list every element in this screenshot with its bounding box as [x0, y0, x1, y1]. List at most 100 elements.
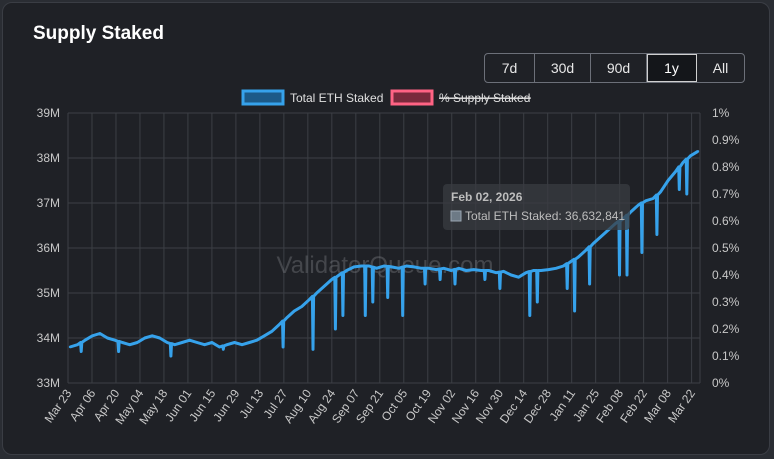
tooltip-swatch: [450, 210, 462, 222]
data-point: [592, 242, 595, 245]
data-point: [337, 273, 341, 277]
data-point: [696, 150, 700, 153]
y-tick-right: 0.7%: [712, 187, 740, 201]
data-point: [450, 269, 453, 272]
data-point: [83, 339, 87, 342]
data-point: [502, 270, 505, 273]
y-tick-left: 39M: [37, 106, 60, 120]
data-point: [681, 161, 685, 164]
data-point: [457, 267, 460, 270]
tooltip-date: Feb 02, 2026: [451, 190, 523, 204]
data-point: [532, 269, 535, 272]
data-point: [285, 316, 288, 319]
data-point: [323, 285, 326, 288]
data-point: [240, 343, 244, 346]
data-point: [494, 271, 498, 274]
y-tick-right: 0.8%: [712, 160, 740, 174]
data-point: [487, 269, 490, 272]
data-point: [136, 341, 139, 344]
data-point: [465, 269, 468, 272]
range-30d-button[interactable]: 30d: [535, 54, 591, 82]
data-point: [180, 341, 184, 344]
tooltip-box: [443, 184, 630, 230]
data-point: [517, 276, 520, 279]
range-selector: 7d 30d 90d 1y All: [484, 53, 745, 83]
data-point: [121, 341, 124, 344]
data-point: [166, 341, 169, 344]
data-point: [293, 309, 296, 313]
data-point: [420, 267, 423, 270]
y-tick-left: 38M: [37, 151, 60, 165]
y-tick-left: 35M: [37, 286, 60, 300]
data-point: [472, 268, 475, 271]
y-tick-right: 0.2%: [712, 322, 740, 336]
data-point: [248, 341, 251, 344]
data-point: [562, 264, 565, 268]
data-point: [345, 269, 348, 272]
data-point: [390, 265, 393, 269]
data-point: [674, 170, 677, 173]
data-point: [666, 179, 670, 182]
y-tick-left: 33M: [37, 376, 60, 390]
y-tick-right: 0.1%: [712, 349, 740, 363]
data-point: [584, 249, 588, 252]
tooltip-value: Total ETH Staked: 36,632,841: [465, 209, 625, 223]
x-tick-label: Jun 29: [210, 386, 242, 424]
y-tick-right: 0.6%: [712, 214, 740, 228]
data-point: [203, 343, 206, 346]
range-all-button[interactable]: All: [712, 60, 729, 76]
y-tick-left: 37M: [37, 196, 60, 210]
y-tick-right: 1%: [712, 106, 730, 120]
data-point: [629, 210, 632, 214]
x-tick-label: Jul 13: [236, 386, 266, 421]
data-point: [599, 235, 602, 238]
range-1y-button[interactable]: 1y: [647, 54, 697, 82]
data-point: [143, 336, 146, 340]
data-point: [427, 267, 431, 270]
y-tick-left: 36M: [37, 241, 60, 255]
legend-swatch-eth[interactable]: [241, 89, 285, 106]
y-tick-right: 0.3%: [712, 295, 740, 309]
data-point: [637, 204, 640, 207]
data-point: [689, 154, 692, 157]
data-point: [524, 271, 528, 274]
data-point: [397, 267, 401, 270]
data-point: [412, 265, 416, 269]
data-point: [151, 334, 154, 337]
y-tick-left: 34M: [37, 331, 60, 345]
data-point: [106, 336, 109, 340]
data-point: [195, 341, 199, 344]
data-point: [128, 343, 131, 346]
legend-label-eth[interactable]: Total ETH Staked: [290, 91, 383, 105]
range-7d-button[interactable]: 7d: [485, 54, 535, 82]
range-90d-button[interactable]: 90d: [591, 54, 647, 82]
data-point: [173, 343, 176, 346]
data-point: [270, 330, 274, 333]
data-point: [68, 345, 72, 349]
data-point: [435, 268, 438, 271]
data-point: [76, 343, 79, 346]
legend-swatch-pct[interactable]: [390, 89, 434, 106]
data-point: [255, 339, 259, 342]
data-point: [113, 339, 117, 342]
data-point: [225, 343, 229, 346]
data-point: [210, 341, 214, 344]
data-point: [651, 197, 655, 200]
data-point: [367, 264, 371, 268]
data-point: [554, 267, 558, 270]
y-axis-right: 0% 0.1% 0.2% 0.3% 0.4% 0.5% 0.6% 0.7% 0.8% 0.9% 1%: [712, 106, 740, 390]
y-tick-right: 0.9%: [712, 133, 740, 147]
data-point: [577, 255, 580, 259]
data-point: [315, 291, 318, 295]
y-tick-right: 0.5%: [712, 241, 740, 255]
data-point: [218, 345, 221, 349]
data-point: [278, 323, 281, 326]
data-point: [547, 268, 550, 271]
data-point: [352, 265, 356, 269]
data-point: [509, 273, 513, 277]
y-tick-right: 0.4%: [712, 268, 740, 282]
y-tick-right: 0%: [712, 376, 730, 390]
data-point: [644, 199, 647, 202]
